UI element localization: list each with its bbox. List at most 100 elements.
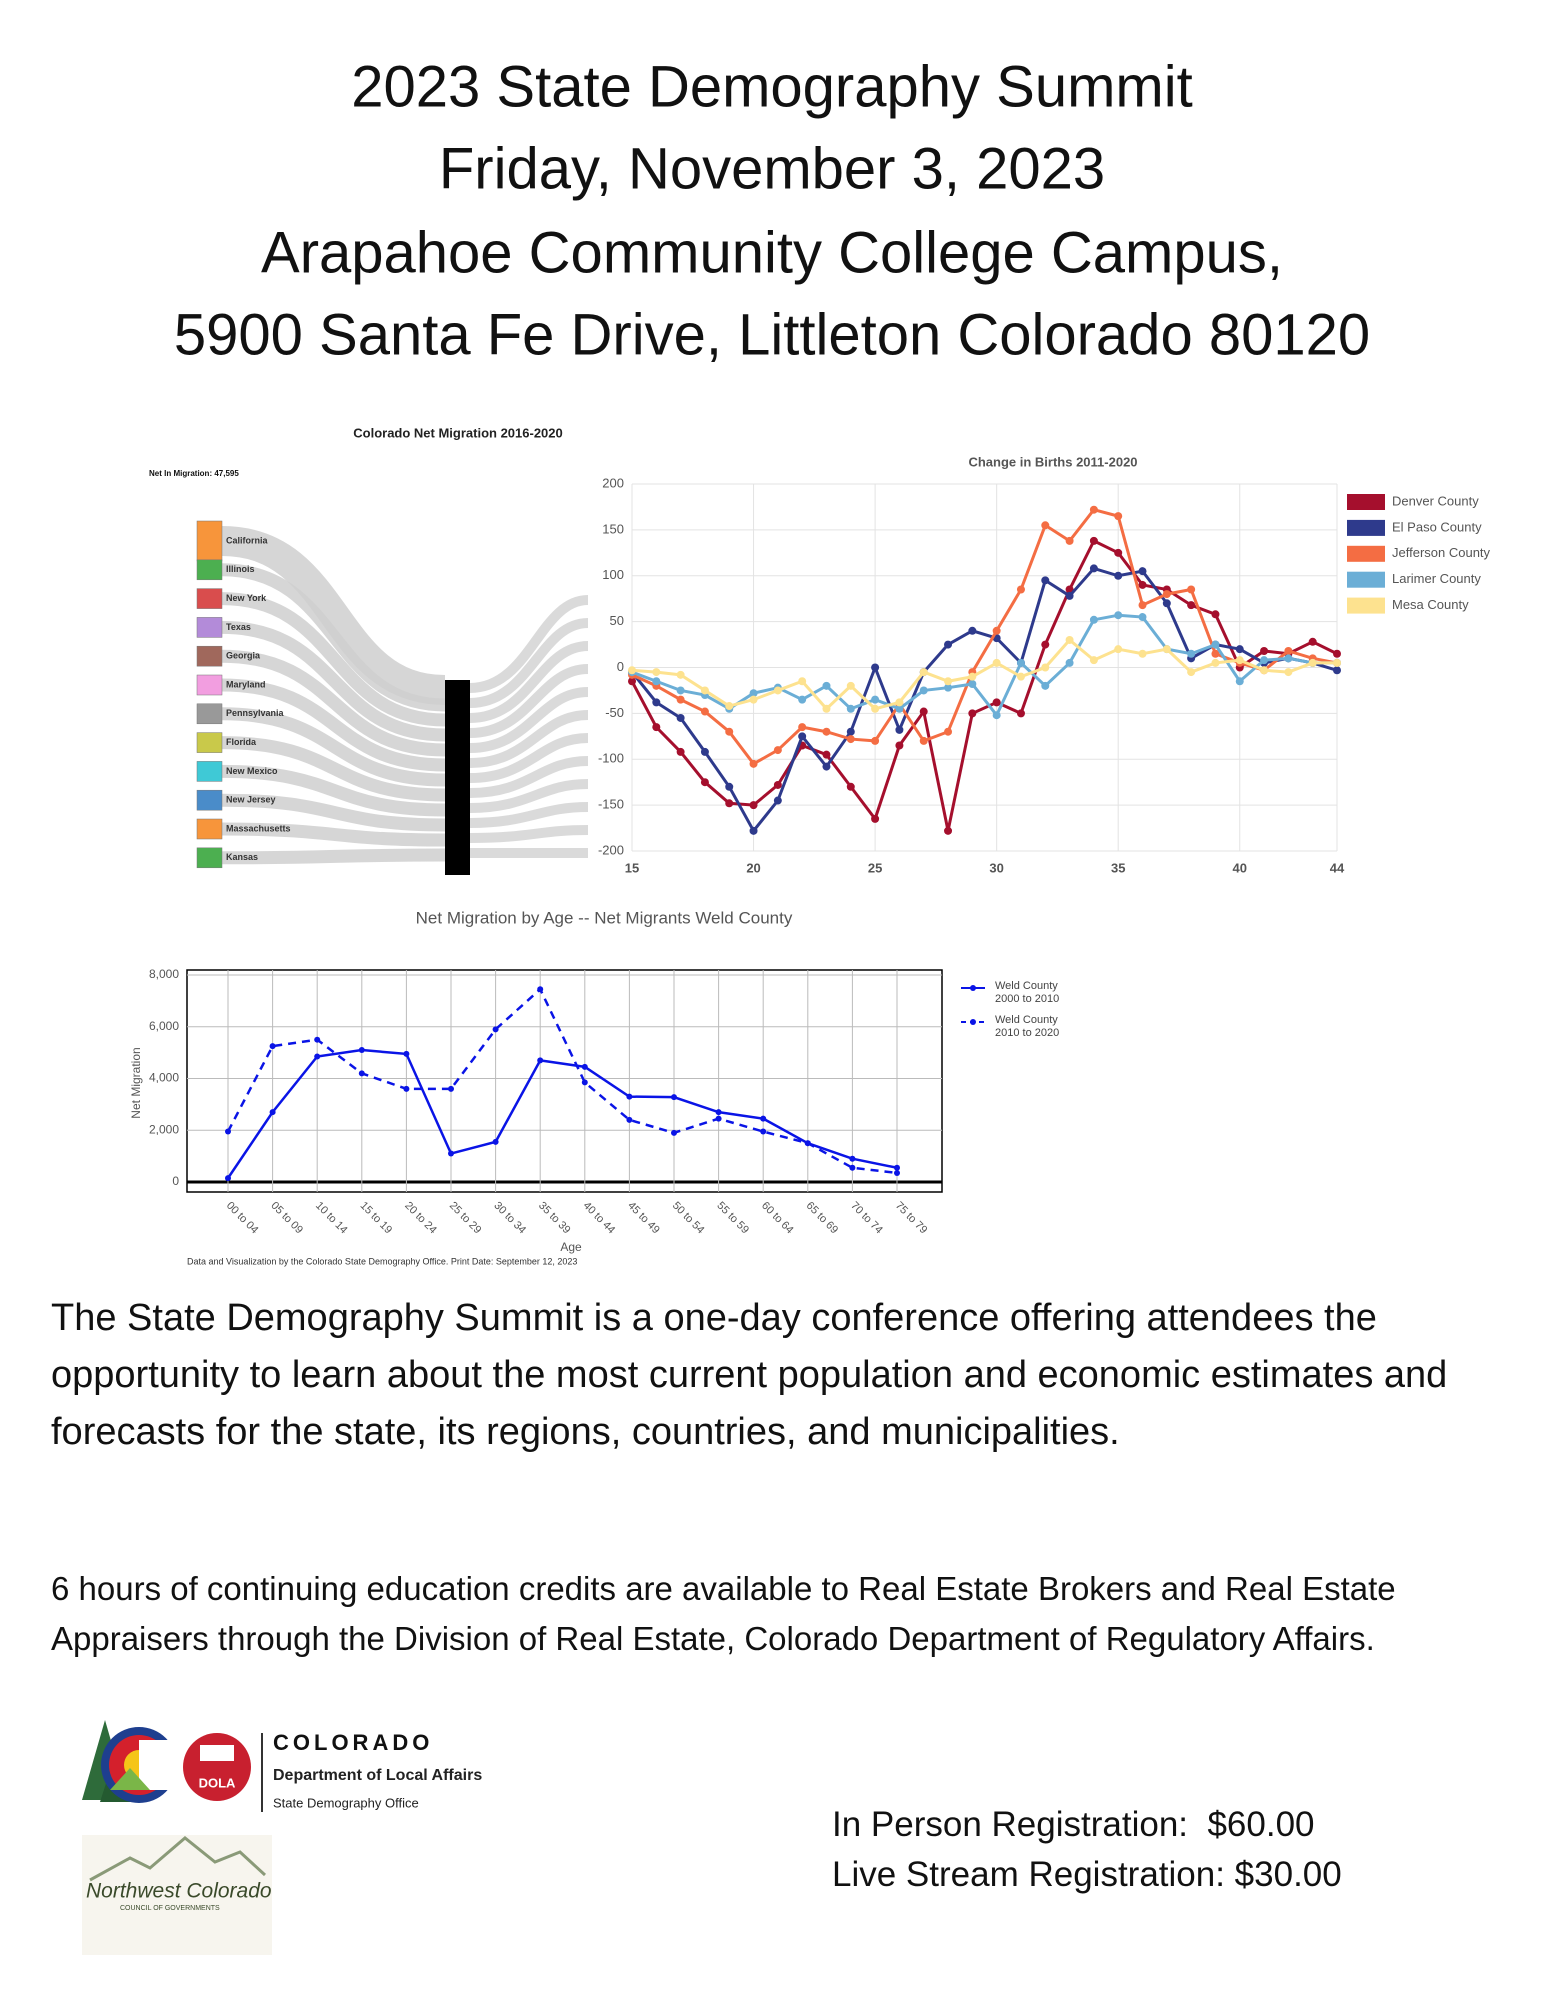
flow	[469, 802, 589, 828]
point	[1138, 613, 1147, 622]
legend-swatch	[970, 985, 976, 991]
node-label: Pennsylvania	[226, 708, 285, 718]
point	[358, 1047, 365, 1054]
point	[676, 713, 685, 722]
point	[1187, 649, 1196, 658]
point	[1162, 599, 1171, 608]
series-line	[630, 566, 1338, 834]
point	[749, 759, 758, 768]
headline: Friday, November 3, 2023	[439, 136, 1105, 201]
point	[798, 732, 807, 741]
northwest-logo: Northwest Colorado COUNCIL OF GOVERNMENT…	[82, 1835, 272, 1955]
point	[1260, 646, 1269, 655]
logo-subtitle: COUNCIL OF GOVERNMENTS	[120, 1905, 220, 1912]
x-tick-label: 20 to 24	[402, 1200, 439, 1237]
point	[403, 1085, 410, 1092]
x-tick-label: 40 to 44	[581, 1200, 618, 1237]
point	[822, 681, 831, 690]
y-tick-label: 100	[602, 567, 624, 582]
point	[626, 1093, 633, 1100]
point	[919, 707, 928, 716]
point	[1211, 640, 1220, 649]
logo-name: Northwest Colorado	[86, 1880, 272, 1903]
point	[652, 668, 661, 677]
point	[715, 1109, 722, 1116]
node-box	[196, 674, 223, 696]
point	[773, 686, 782, 695]
flow	[221, 793, 446, 832]
x-tick-label: 25	[868, 860, 882, 875]
point	[919, 736, 928, 745]
legend-swatch	[1347, 597, 1385, 614]
point	[895, 741, 904, 750]
point	[760, 1128, 767, 1135]
point	[992, 658, 1001, 667]
node-label: New Jersey	[226, 795, 276, 805]
node-label: Georgia	[226, 651, 261, 661]
node-label: New Mexico	[226, 766, 278, 776]
legend-entry: Weld County 2010 to 2020	[995, 1014, 1060, 1039]
node-label: Texas	[226, 622, 251, 632]
series-line	[631, 637, 1337, 711]
point	[715, 1115, 722, 1122]
x-tick-label: 30	[989, 860, 1003, 875]
series-line	[226, 1048, 898, 1179]
point	[1138, 580, 1147, 589]
point	[1065, 635, 1074, 644]
point	[992, 711, 1001, 720]
point	[225, 1175, 231, 1182]
node-box	[196, 818, 223, 840]
point	[358, 1070, 365, 1077]
point	[1016, 658, 1025, 667]
point	[1065, 658, 1074, 667]
point	[798, 695, 807, 704]
y-tick-label: 0	[617, 659, 624, 674]
y-tick-label: -150	[598, 797, 624, 812]
point	[846, 727, 855, 736]
point	[671, 1129, 677, 1136]
x-tick-label: 15 to 19	[358, 1200, 395, 1237]
flow	[221, 707, 446, 787]
point	[992, 626, 1001, 635]
flow	[221, 736, 446, 802]
point	[1089, 505, 1098, 514]
point	[968, 709, 977, 718]
logo-badge: DOLA	[199, 1775, 236, 1790]
y-tick-label: -50	[605, 705, 624, 720]
x-tick-label: 35 to 39	[536, 1200, 573, 1237]
x-tick-label: 70 to 74	[848, 1200, 885, 1237]
flow	[469, 641, 589, 723]
point	[895, 725, 904, 734]
point	[628, 666, 636, 675]
point	[700, 778, 709, 787]
legend-label: Mesa County	[1392, 597, 1469, 612]
x-tick-label: 35	[1111, 860, 1125, 875]
point	[849, 1155, 856, 1162]
point	[676, 695, 685, 704]
point	[1114, 512, 1123, 521]
x-tick-label: 50 to 54	[670, 1200, 707, 1237]
point	[1138, 649, 1147, 658]
point	[671, 1094, 677, 1101]
logo-department: Department of Local Affairs	[273, 1767, 482, 1784]
chart-subtitle: Net In Migration: 47,595	[149, 469, 239, 478]
point	[992, 698, 1001, 707]
point	[822, 750, 831, 759]
x-axis-label: Age	[560, 1240, 582, 1254]
point	[1089, 615, 1098, 624]
x-tick-label: 45 to 49	[625, 1200, 662, 1237]
flow	[221, 822, 446, 847]
node-box	[196, 520, 223, 562]
series-line	[631, 613, 1337, 719]
point	[1333, 666, 1341, 675]
flow	[469, 687, 589, 753]
legend-label: El Paso County	[1392, 519, 1482, 534]
flow	[221, 563, 446, 712]
point	[1089, 656, 1098, 665]
legend-label: Weld County 2010 to 2020	[995, 1014, 1060, 1039]
point	[871, 814, 880, 823]
point	[1187, 601, 1196, 610]
node-label: Massachusetts	[226, 823, 291, 833]
